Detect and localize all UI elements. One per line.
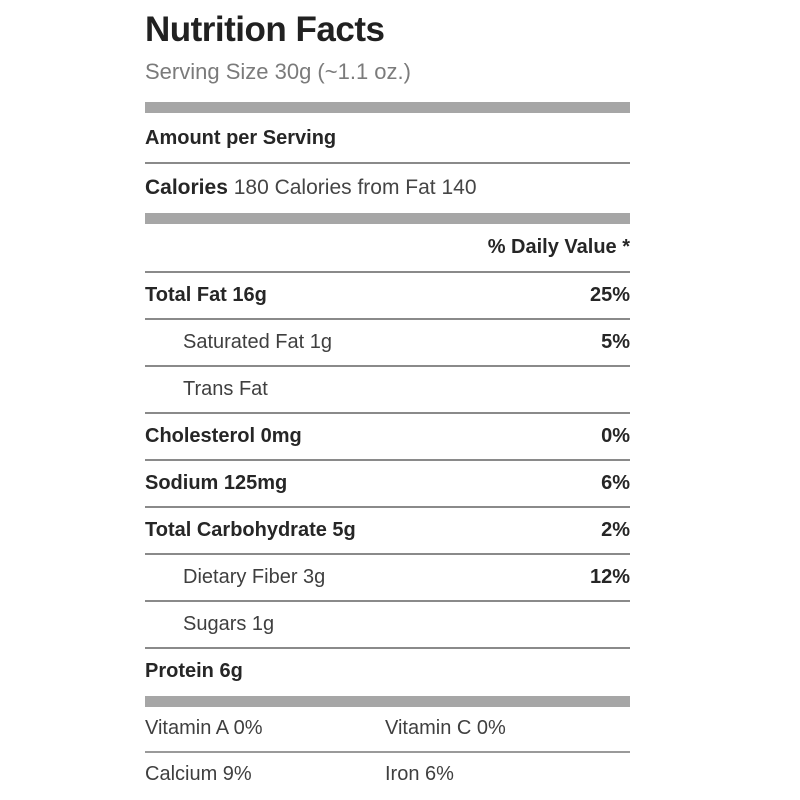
nutrient-percent: 6% — [601, 472, 630, 494]
nutrient-row-dietary-fiber: Dietary Fiber 3g 12% — [145, 555, 630, 602]
thick-divider-protein — [145, 696, 630, 707]
nutrient-name: Trans Fat — [183, 378, 268, 400]
nutrition-facts-label: Nutrition Facts Serving Size 30g (~1.1 o… — [145, 12, 630, 800]
nutrient-name: Dietary Fiber 3g — [183, 566, 326, 588]
nutrient-percent: 5% — [601, 331, 630, 353]
nutrient-name: Cholesterol 0mg — [145, 425, 302, 447]
iron-text: Iron 6% — [385, 763, 454, 785]
calories-row: Calories 180 Calories from Fat 140 — [145, 164, 630, 213]
micronutrient-row-minerals: Calcium 9% Iron 6% — [145, 753, 630, 797]
nutrient-row-total-fat: Total Fat 16g 25% — [145, 273, 630, 320]
nutrient-name: Sodium 125mg — [145, 472, 288, 494]
serving-size-text: Serving Size 30g (~1.1 oz.) — [145, 59, 411, 84]
nutrient-row-sugars: Sugars 1g — [145, 602, 630, 649]
vitamin-a-text: Vitamin A 0% — [145, 717, 263, 739]
nutrient-percent: 0% — [601, 425, 630, 447]
nutrient-percent: 25% — [589, 284, 630, 306]
label-title: Nutrition Facts — [145, 10, 385, 49]
nutrient-percent: 2% — [601, 519, 630, 541]
nutrient-name: Saturated Fat 1g — [183, 331, 332, 353]
nutrient-row-sodium: Sodium 125mg 6% — [145, 461, 630, 508]
vitamin-c-text: Vitamin C 0% — [385, 717, 506, 739]
calcium-text: Calcium 9% — [145, 763, 252, 785]
nutrient-row-total-carbohydrate: Total Carbohydrate 5g 2% — [145, 508, 630, 555]
thick-divider-top — [145, 102, 630, 113]
nutrient-name: Sugars 1g — [183, 613, 275, 635]
nutrient-row-protein: Protein 6g — [145, 649, 630, 696]
calories-value-text: 180 Calories from Fat 140 — [233, 176, 477, 199]
daily-value-header: % Daily Value * — [145, 224, 630, 273]
nutrient-percent: 12% — [589, 566, 630, 588]
nutrient-row-cholesterol: Cholesterol 0mg 0% — [145, 414, 630, 461]
micronutrient-row-vitamins: Vitamin A 0% Vitamin C 0% — [145, 707, 630, 753]
amount-per-serving-heading: Amount per Serving — [145, 113, 630, 164]
nutrient-name: Protein 6g — [145, 660, 243, 682]
nutrient-name: Total Fat 16g — [145, 284, 267, 306]
nutrient-name: Total Carbohydrate 5g — [145, 519, 356, 541]
nutrient-row-saturated-fat: Saturated Fat 1g 5% — [145, 320, 630, 367]
nutrient-row-trans-fat: Trans Fat — [145, 367, 630, 414]
calories-label: Calories — [145, 176, 228, 199]
thick-divider-calories — [145, 213, 630, 224]
